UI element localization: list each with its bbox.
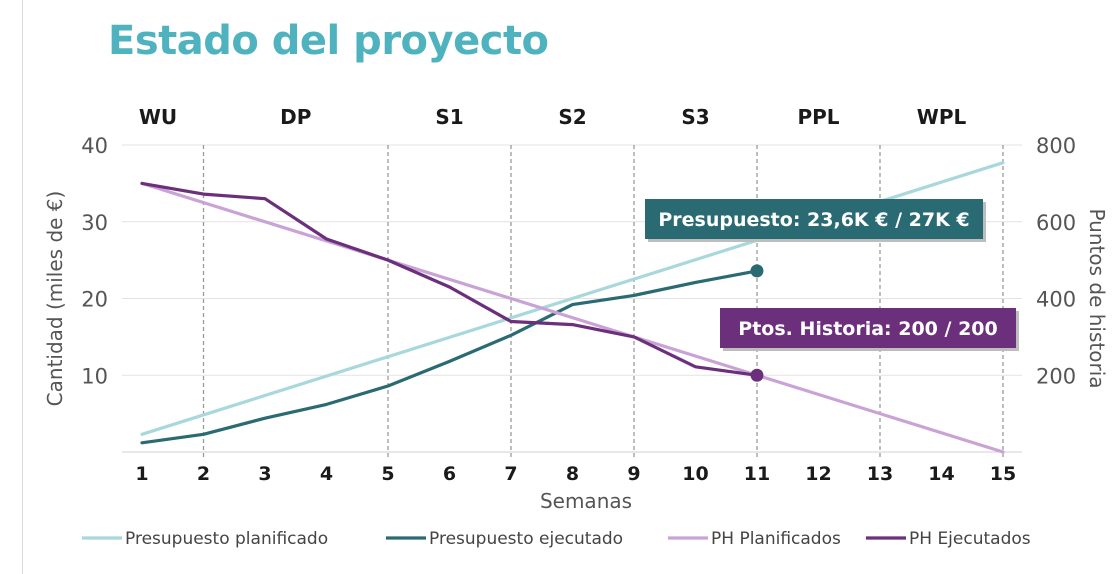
phase-label: S2 bbox=[558, 105, 586, 129]
callout-label: Ptos. Historia: 200 / 200 bbox=[738, 318, 997, 340]
y-left-axis-label: Cantidad (miles de €) bbox=[43, 191, 67, 407]
x-tick-label: 12 bbox=[805, 463, 831, 485]
series-line bbox=[140, 181, 1005, 454]
phase-label: DP bbox=[280, 105, 311, 129]
page-title: Estado del proyecto bbox=[108, 18, 549, 64]
y-right-tick-label: 800 bbox=[1036, 134, 1076, 158]
x-tick-label: 3 bbox=[258, 463, 271, 485]
callout-label: Presupuesto: 23,6K € / 27K € bbox=[658, 209, 969, 231]
callout-box bbox=[720, 308, 1016, 348]
y-left-tick-label: 40 bbox=[81, 134, 108, 158]
x-tick-label: 7 bbox=[504, 463, 517, 485]
x-tick-label: 5 bbox=[381, 463, 394, 485]
legend-label: PH Planificados bbox=[711, 529, 841, 549]
y-left-tick-label: 10 bbox=[81, 364, 108, 388]
series-line bbox=[140, 181, 759, 377]
y-left-tick-label: 30 bbox=[81, 211, 108, 235]
y-right-tick-label: 400 bbox=[1036, 288, 1076, 312]
x-tick-label: 2 bbox=[197, 463, 210, 485]
phase-label: WPL bbox=[917, 105, 967, 129]
x-tick-label: 11 bbox=[744, 463, 770, 485]
x-tick-label: 1 bbox=[135, 463, 148, 485]
phase-label: PPL bbox=[797, 105, 839, 129]
legend-label: PH Ejecutados bbox=[909, 529, 1031, 549]
phase-label: S3 bbox=[681, 105, 709, 129]
x-tick-label: 13 bbox=[867, 463, 893, 485]
legend-label: Presupuesto planificado bbox=[125, 529, 328, 549]
callout-box bbox=[645, 199, 983, 239]
x-tick-label: 6 bbox=[443, 463, 456, 485]
y-right-tick-label: 600 bbox=[1036, 211, 1076, 235]
series-end-marker bbox=[750, 368, 764, 382]
x-tick-label: 10 bbox=[682, 463, 708, 485]
x-tick-label: 15 bbox=[990, 463, 1016, 485]
phase-label: S1 bbox=[435, 105, 463, 129]
x-tick-label: 8 bbox=[566, 463, 579, 485]
y-right-tick-label: 200 bbox=[1036, 364, 1076, 388]
y-right-axis-label: Puntos de historia bbox=[1085, 208, 1109, 388]
legend-label: Presupuesto ejecutado bbox=[429, 529, 623, 549]
x-tick-label: 4 bbox=[320, 463, 333, 485]
x-axis-label: Semanas bbox=[540, 489, 632, 513]
x-tick-label: 9 bbox=[627, 463, 640, 485]
phase-label: WU bbox=[139, 105, 177, 129]
y-left-tick-label: 20 bbox=[81, 288, 108, 312]
slide-frame-line bbox=[22, 0, 23, 574]
series-end-marker bbox=[750, 264, 764, 278]
x-tick-label: 14 bbox=[928, 463, 954, 485]
series-line bbox=[140, 269, 759, 445]
